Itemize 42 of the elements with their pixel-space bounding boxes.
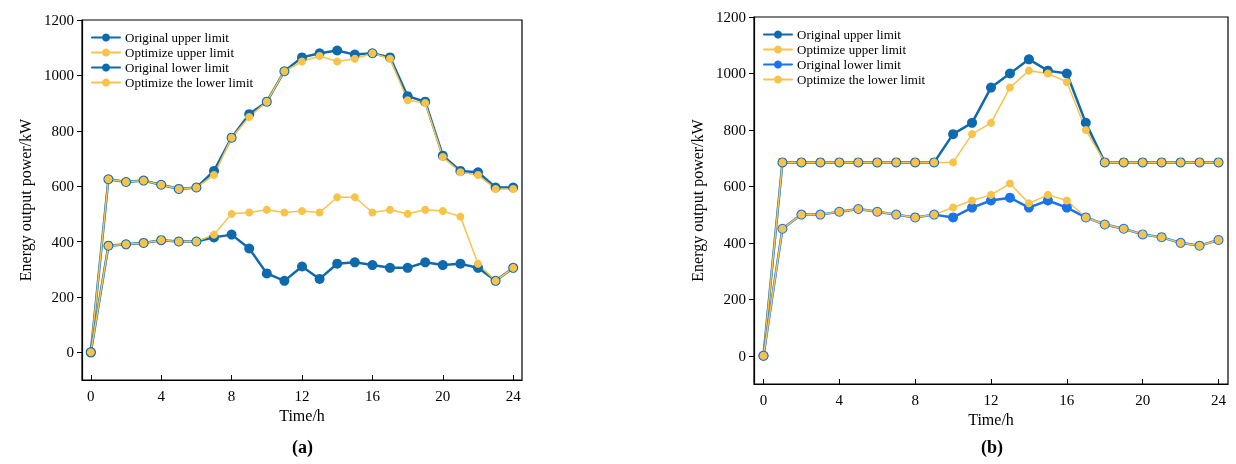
y-tick-label: 1000	[716, 65, 746, 82]
x-tick-label: 4	[835, 391, 844, 408]
x-tick-label: 0	[87, 387, 95, 404]
x-axis-title: Time/h	[279, 407, 325, 425]
legend-label: Optimize upper limit	[125, 45, 235, 60]
x-tick-label: 16	[364, 387, 381, 404]
y-tick-label: 600	[51, 178, 74, 195]
legend-label: Optimize the lower limit	[125, 75, 254, 90]
x-tick-label: 8	[911, 391, 919, 408]
legend-label: Optimize upper limit	[797, 42, 907, 57]
y-tick-label: 400	[723, 234, 746, 251]
legend-label: Original lower limit	[125, 60, 230, 75]
x-tick-label: 24	[1211, 391, 1227, 408]
x-axis-title: Time/h	[968, 411, 1014, 429]
text: (b)	[981, 437, 1003, 458]
y-tick-label: 1200	[716, 9, 746, 25]
y-axis-title: Energy output power/kW	[688, 118, 707, 282]
y-tick-label: 200	[51, 288, 74, 305]
y-tick-label: 0	[738, 347, 746, 364]
y-axis-title: Energy output power/kW	[16, 117, 35, 282]
y-tick-label: 0	[66, 344, 74, 361]
x-tick-label: 0	[759, 391, 768, 408]
y-tick-label: 800	[51, 122, 74, 139]
y-tick-label: 1200	[44, 12, 74, 28]
y-tick-label: 600	[723, 178, 746, 195]
legend-label: Optimize the lower limit	[797, 72, 926, 87]
text: (a)	[292, 437, 313, 458]
x-tick-label: 16	[1059, 391, 1075, 408]
legend-label: Original upper limit	[125, 30, 230, 45]
y-tick-label: 1000	[44, 67, 74, 84]
y-tick-label: 200	[723, 291, 746, 308]
legend-label: Original upper limit	[797, 27, 902, 42]
y-tick-label: 800	[723, 121, 746, 138]
x-tick-label: 20	[435, 387, 451, 404]
x-tick-label: 8	[227, 387, 236, 404]
x-tick-label: 12	[983, 391, 999, 408]
x-tick-label: 24	[505, 387, 522, 404]
x-tick-label: 4	[157, 387, 166, 404]
x-tick-label: 20	[1135, 391, 1151, 408]
x-tick-label: 12	[294, 387, 310, 404]
legend-label: Original lower limit	[797, 57, 902, 72]
y-tick-label: 400	[51, 233, 74, 250]
